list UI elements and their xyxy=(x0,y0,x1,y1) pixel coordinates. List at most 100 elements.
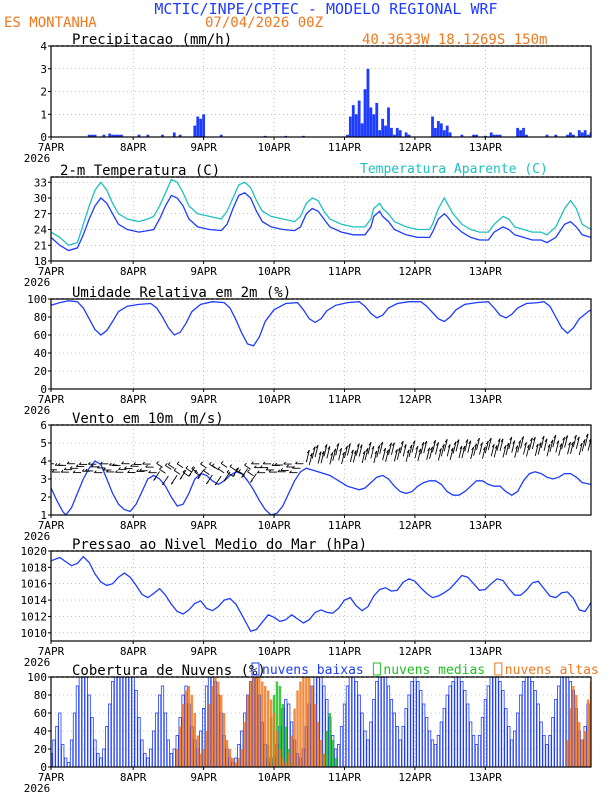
cloud-bar-low xyxy=(445,694,449,767)
wind-barb-head xyxy=(268,469,272,473)
wind-barb-head xyxy=(359,444,363,448)
wind-barb-head xyxy=(412,440,416,444)
x-year-label: 2026 xyxy=(24,404,51,417)
wind-barb xyxy=(212,465,219,471)
wind-barb-head xyxy=(553,434,557,439)
wind-barb-head xyxy=(494,445,498,449)
cloud-bar-high xyxy=(255,677,258,767)
x-tick-label: 8APR xyxy=(120,771,147,784)
wind-barb-head xyxy=(468,440,472,444)
x-tick-label: 7APR xyxy=(38,645,65,658)
cloud-bar-high xyxy=(580,740,584,767)
wind-barb xyxy=(364,448,369,461)
y-tick-label: 1018 xyxy=(21,561,48,574)
wind-barb xyxy=(358,444,363,457)
wind-barb-head xyxy=(148,470,151,474)
cloud-bar-high xyxy=(302,677,305,767)
wind-barb xyxy=(443,439,448,452)
cloud-bar-low xyxy=(322,685,326,767)
cloud-bar-high xyxy=(275,731,279,767)
wind-barb-head xyxy=(217,466,221,470)
wind-barb-head xyxy=(559,443,563,447)
wind-barb-head xyxy=(406,449,410,453)
wind-barb-head xyxy=(106,469,109,473)
cloud-bar-low xyxy=(492,677,496,767)
wind-barb xyxy=(393,449,398,462)
wind-barb-head xyxy=(309,452,313,457)
precip-bar xyxy=(369,107,373,137)
wind-barb xyxy=(165,464,172,470)
wind-barb-head xyxy=(241,475,244,478)
cloud-bar-low xyxy=(87,694,91,767)
cloud-bar-low xyxy=(348,677,352,767)
cloud-bar-low xyxy=(466,703,470,767)
y-tick-label: 20 xyxy=(34,743,47,756)
wind-barb xyxy=(473,443,478,456)
wind-barb-head xyxy=(72,470,76,473)
x-tick-label: 10APR xyxy=(257,393,290,406)
cloud-bar-low xyxy=(451,681,455,767)
wind-barb-head xyxy=(167,462,171,465)
wind-barb-head xyxy=(60,469,64,473)
wind-barb xyxy=(546,444,551,457)
cloud-bar-high xyxy=(293,708,296,767)
precip-bar xyxy=(516,127,520,137)
cloud-bar-low xyxy=(369,721,373,767)
cloud-bar-low xyxy=(75,685,80,767)
y-tick-label: 30 xyxy=(34,192,47,205)
wind-barb-head xyxy=(312,446,316,450)
wind-barb-head xyxy=(333,448,337,452)
wind-barb xyxy=(528,437,533,450)
wind-barb-head xyxy=(84,468,88,472)
wind-barb-head xyxy=(182,469,186,473)
wind-barb-head xyxy=(295,461,298,465)
wind-barb-head xyxy=(162,482,165,486)
x-tick-label: 9APR xyxy=(190,265,217,278)
x-tick-label: 13APR xyxy=(469,265,502,278)
wind-barb-head xyxy=(515,445,519,449)
wind-barb-head xyxy=(415,446,419,450)
wind-barb xyxy=(564,435,569,448)
cloud-bar-high xyxy=(313,704,317,767)
wind-barb xyxy=(543,438,548,451)
cloud-bar-low xyxy=(389,699,394,767)
cloud-bar-low xyxy=(524,677,529,767)
cloud-bar-low xyxy=(480,717,485,767)
y-tick-label: 27 xyxy=(34,208,47,221)
wind-barb xyxy=(502,445,507,458)
y-tick-label: 1012 xyxy=(21,610,48,623)
y-tick-label: 100 xyxy=(27,293,47,306)
wind-barb xyxy=(396,447,401,460)
y-tick-label: 1014 xyxy=(21,594,48,607)
wind-barb xyxy=(344,445,348,459)
wind-barb-head xyxy=(139,468,142,472)
y-tick-label: 18 xyxy=(34,255,47,268)
wind-barb-head xyxy=(271,463,275,466)
wind-barb xyxy=(346,443,351,456)
x-tick-label: 10APR xyxy=(257,265,290,278)
precip-bar xyxy=(93,134,97,137)
wind-barb-head xyxy=(226,469,230,473)
cloud-bar-high xyxy=(202,749,205,767)
wind-barb xyxy=(508,436,513,450)
precip-bar xyxy=(378,130,382,137)
panel-temp: 18 21 24 27 30 33 7APR 8APR 9APR 10APR 11APR 12APR 1… xyxy=(24,162,592,289)
panel-title: Pressao ao Nivel Medio do Mar (hPa) xyxy=(72,537,367,553)
wind-barb xyxy=(182,471,190,477)
wind-barb xyxy=(235,469,243,475)
cloud-bar-high xyxy=(586,699,590,767)
cloud-bar-low xyxy=(204,685,209,767)
wind-barb-head xyxy=(441,444,445,448)
wind-barb-head xyxy=(556,440,560,444)
wind-barb xyxy=(499,438,504,452)
y-tick-label: 0 xyxy=(40,383,47,396)
x-tick-label: 13APR xyxy=(469,141,502,154)
cloud-bar-high xyxy=(243,722,246,767)
precip-bar xyxy=(460,134,464,137)
precip-bar xyxy=(366,68,370,137)
cloud-bar-low xyxy=(516,712,520,767)
wind-barb xyxy=(561,437,566,450)
cloud-bar-high xyxy=(269,699,273,767)
wind-barb xyxy=(464,439,469,452)
precip-bar xyxy=(137,134,141,137)
